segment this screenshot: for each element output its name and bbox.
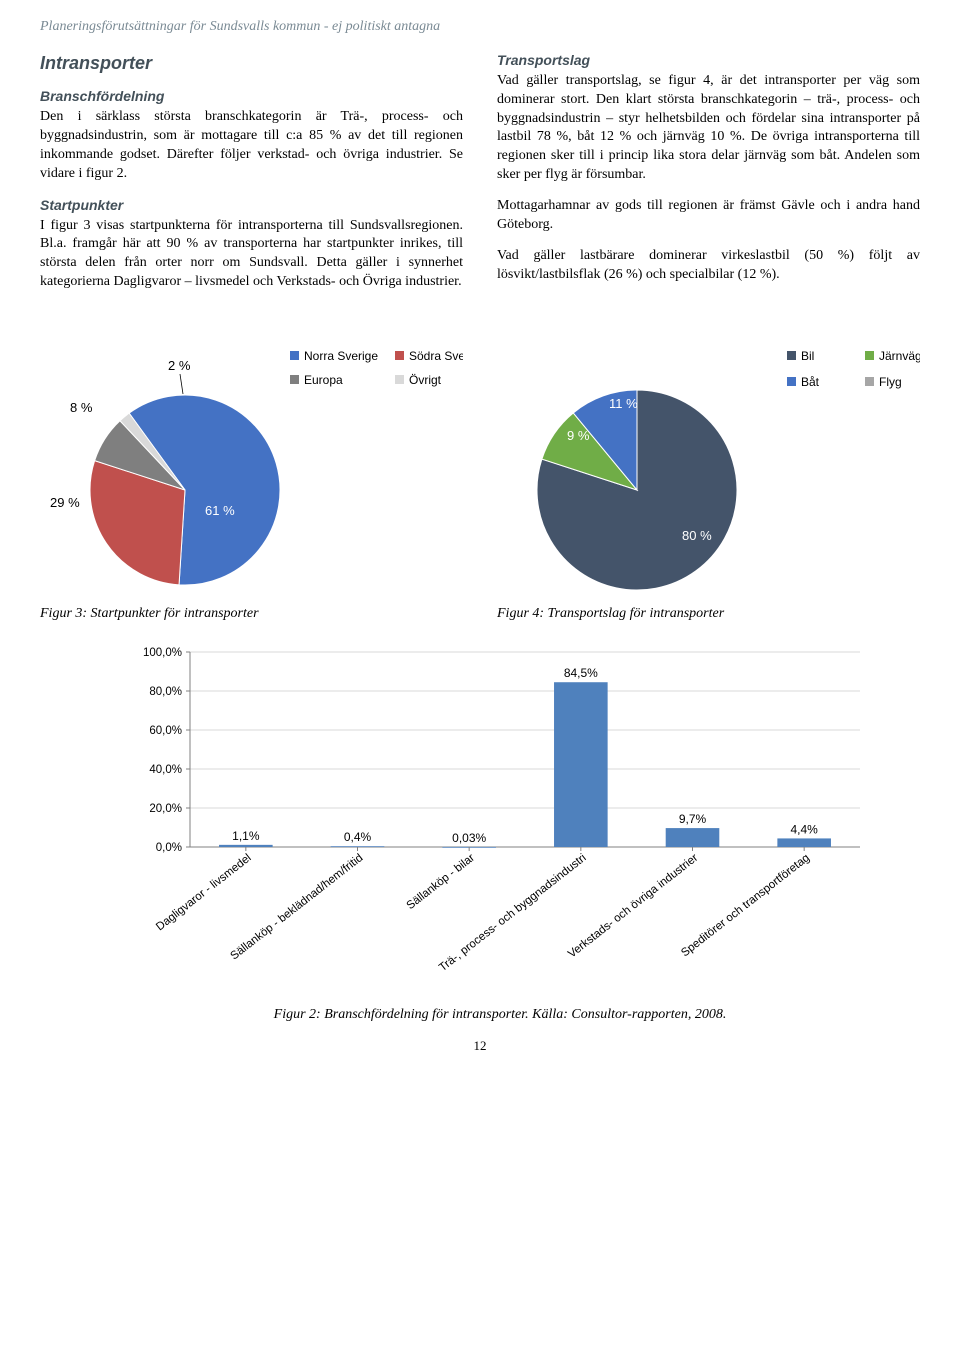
svg-text:2 %: 2 % [168, 358, 191, 373]
svg-text:Norra Sverige: Norra Sverige [304, 349, 378, 363]
para-startpunkter: I figur 3 visas startpunkterna för intra… [40, 217, 463, 293]
para-transportslag-3: Vad gäller lastbärare dominerar virkesla… [497, 247, 920, 285]
svg-text:Dagligvaror - livsmedel: Dagligvaror - livsmedel [154, 852, 254, 933]
svg-text:40,0%: 40,0% [149, 764, 182, 776]
svg-text:80,0%: 80,0% [149, 686, 182, 698]
svg-text:Speditörer och transportföreta: Speditörer och transportföretag [679, 852, 812, 959]
svg-text:Båt: Båt [801, 375, 820, 389]
subhead-startpunkter: Startpunkter [40, 196, 463, 215]
right-column: Transportslag Vad gäller transportslag, … [497, 51, 920, 304]
pie-chart-2: 80 % 9 % 11 % Bil Järnväg Båt Flyg Figur 4: Tr… [497, 340, 920, 624]
svg-text:Sällanköp - bilar: Sällanköp - bilar [405, 852, 478, 912]
caption-fig3: Figur 3: Startpunkter för intransporter [40, 605, 463, 624]
svg-text:Övrigt: Övrigt [409, 373, 442, 387]
svg-text:29 %: 29 % [50, 495, 80, 510]
svg-text:11 %: 11 % [609, 396, 638, 411]
svg-text:Bil: Bil [801, 349, 814, 363]
para-transportslag-1: Vad gäller transportslag, se figur 4, är… [497, 72, 920, 185]
svg-text:Europa: Europa [304, 373, 343, 387]
subhead-bransch: Branschfördelning [40, 87, 463, 106]
svg-text:0,0%: 0,0% [156, 842, 182, 854]
page-header: Planeringsförutsättningar för Sundsvalls… [40, 18, 920, 37]
svg-text:Sällanköp - beklädnad/hem/frit: Sällanköp - beklädnad/hem/fritid [228, 852, 365, 963]
pie-chart-1: 61 % 29 % 8 % 2 % Norra Sverige Södra Sverige… [40, 340, 463, 624]
text-columns: Intransporter Branschfördelning Den i sä… [40, 51, 920, 304]
left-column: Intransporter Branschfördelning Den i sä… [40, 51, 463, 304]
svg-text:20,0%: 20,0% [149, 803, 182, 815]
svg-text:80 %: 80 % [682, 528, 712, 543]
svg-text:4,4%: 4,4% [790, 822, 818, 836]
svg-text:9,7%: 9,7% [679, 812, 707, 826]
svg-text:Flyg: Flyg [879, 375, 902, 389]
svg-text:61 %: 61 % [205, 503, 235, 518]
svg-text:0,4%: 0,4% [344, 830, 372, 844]
svg-text:Verkstads- och övriga industri: Verkstads- och övriga industrier [566, 852, 700, 961]
pie-charts-row: 61 % 29 % 8 % 2 % Norra Sverige Södra Sverige… [40, 340, 920, 624]
svg-text:8 %: 8 % [70, 400, 93, 415]
svg-text:Järnväg: Järnväg [879, 349, 920, 363]
section-title-intransporter: Intransporter [40, 51, 463, 75]
bar-chart: 0,0% 20,0% 40,0% 60,0% 80,0% 100,0% 1,1% Daglig… [40, 644, 920, 1025]
subhead-transportslag: Transportslag [497, 51, 920, 70]
svg-text:84,5%: 84,5% [564, 666, 598, 680]
svg-text:100,0%: 100,0% [143, 647, 182, 659]
svg-text:Södra Sverige: Södra Sverige [409, 349, 463, 363]
svg-text:60,0%: 60,0% [149, 725, 182, 737]
para-transportslag-2: Mottagarhamnar av gods till regionen är … [497, 197, 920, 235]
para-bransch: Den i särklass största branschkategorin … [40, 108, 463, 184]
caption-fig4: Figur 4: Transportslag för intransporter [497, 605, 920, 624]
svg-text:1,1%: 1,1% [232, 829, 260, 843]
svg-text:0,03%: 0,03% [452, 831, 486, 845]
caption-fig2: Figur 2: Branschfördelning för intranspo… [130, 1006, 870, 1025]
svg-text:9 %: 9 % [567, 428, 590, 443]
page-number: 12 [40, 1037, 920, 1055]
